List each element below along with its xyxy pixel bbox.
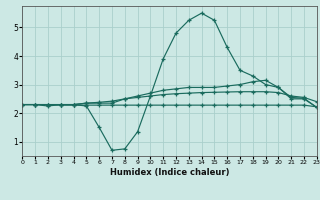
X-axis label: Humidex (Indice chaleur): Humidex (Indice chaleur) bbox=[110, 168, 229, 177]
